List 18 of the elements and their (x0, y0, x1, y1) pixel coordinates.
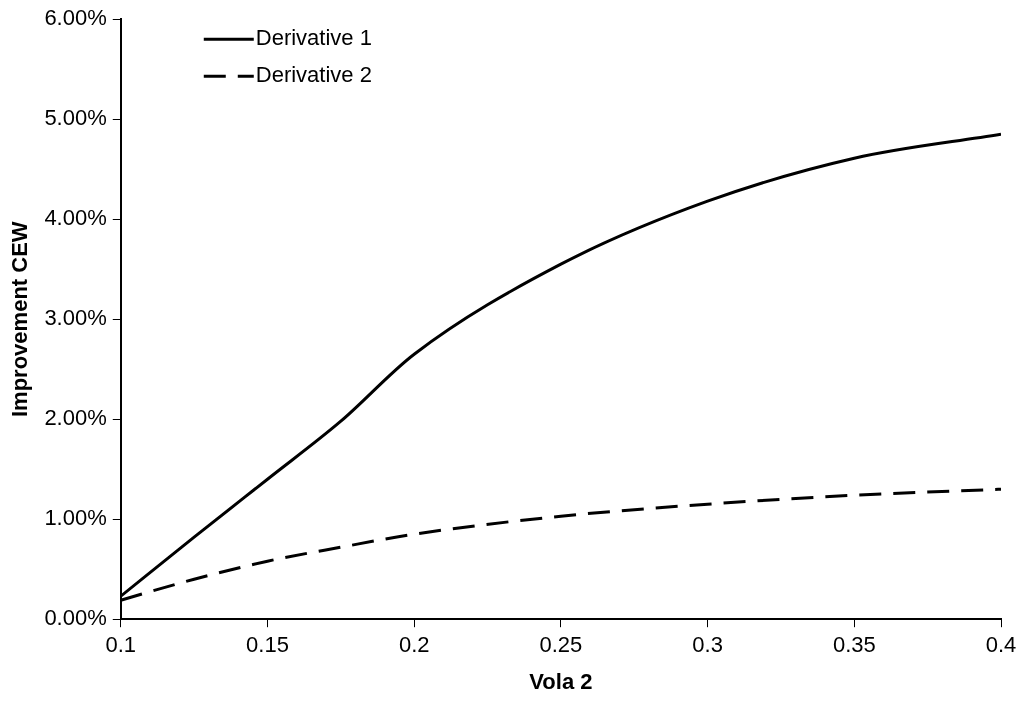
x-tick-label: 0.4 (985, 632, 1017, 658)
x-tick-label: 0.2 (398, 632, 430, 658)
y-tick-label: 2.00% (44, 405, 107, 431)
y-tick-label: 6.00% (44, 5, 107, 31)
y-tick-label: 5.00% (44, 105, 107, 131)
x-tick-label: 0.25 (539, 632, 583, 658)
x-tick-label: 0.15 (246, 632, 289, 658)
legend-label: Derivative 1 (255, 25, 372, 51)
x-tick-label: 0.3 (692, 632, 723, 658)
x-tick-label: 0.1 (105, 632, 137, 658)
y-tick-label: 3.00% (44, 305, 107, 331)
x-tick-label: 0.35 (832, 632, 876, 658)
y-tick-label: 1.00% (44, 505, 107, 531)
x-axis-title: Vola 2 (529, 668, 593, 694)
y-tick-label: 4.00% (44, 205, 107, 231)
y-tick-label: 0.00% (44, 605, 107, 631)
legend-label: Derivative 2 (255, 62, 372, 88)
y-axis-title: Improvement CEW (7, 221, 33, 417)
